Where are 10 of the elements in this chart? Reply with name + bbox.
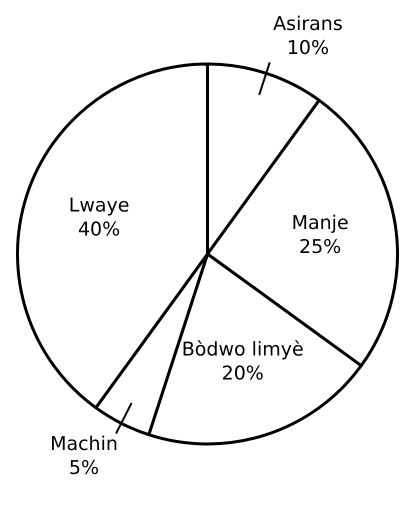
data-label: 5%: [68, 457, 100, 480]
data-label: 25%: [298, 236, 342, 258]
data-label: 40%: [78, 218, 120, 241]
slice-label: Machin: [50, 433, 118, 456]
slice-label: Lwaye: [68, 194, 130, 217]
slice-label: Manje: [292, 212, 349, 234]
data-label: 20%: [222, 362, 264, 384]
data-label: 10%: [286, 37, 330, 60]
slice-label: Bòdwo limyè: [182, 338, 304, 360]
slice-label: Asirans: [273, 13, 343, 36]
